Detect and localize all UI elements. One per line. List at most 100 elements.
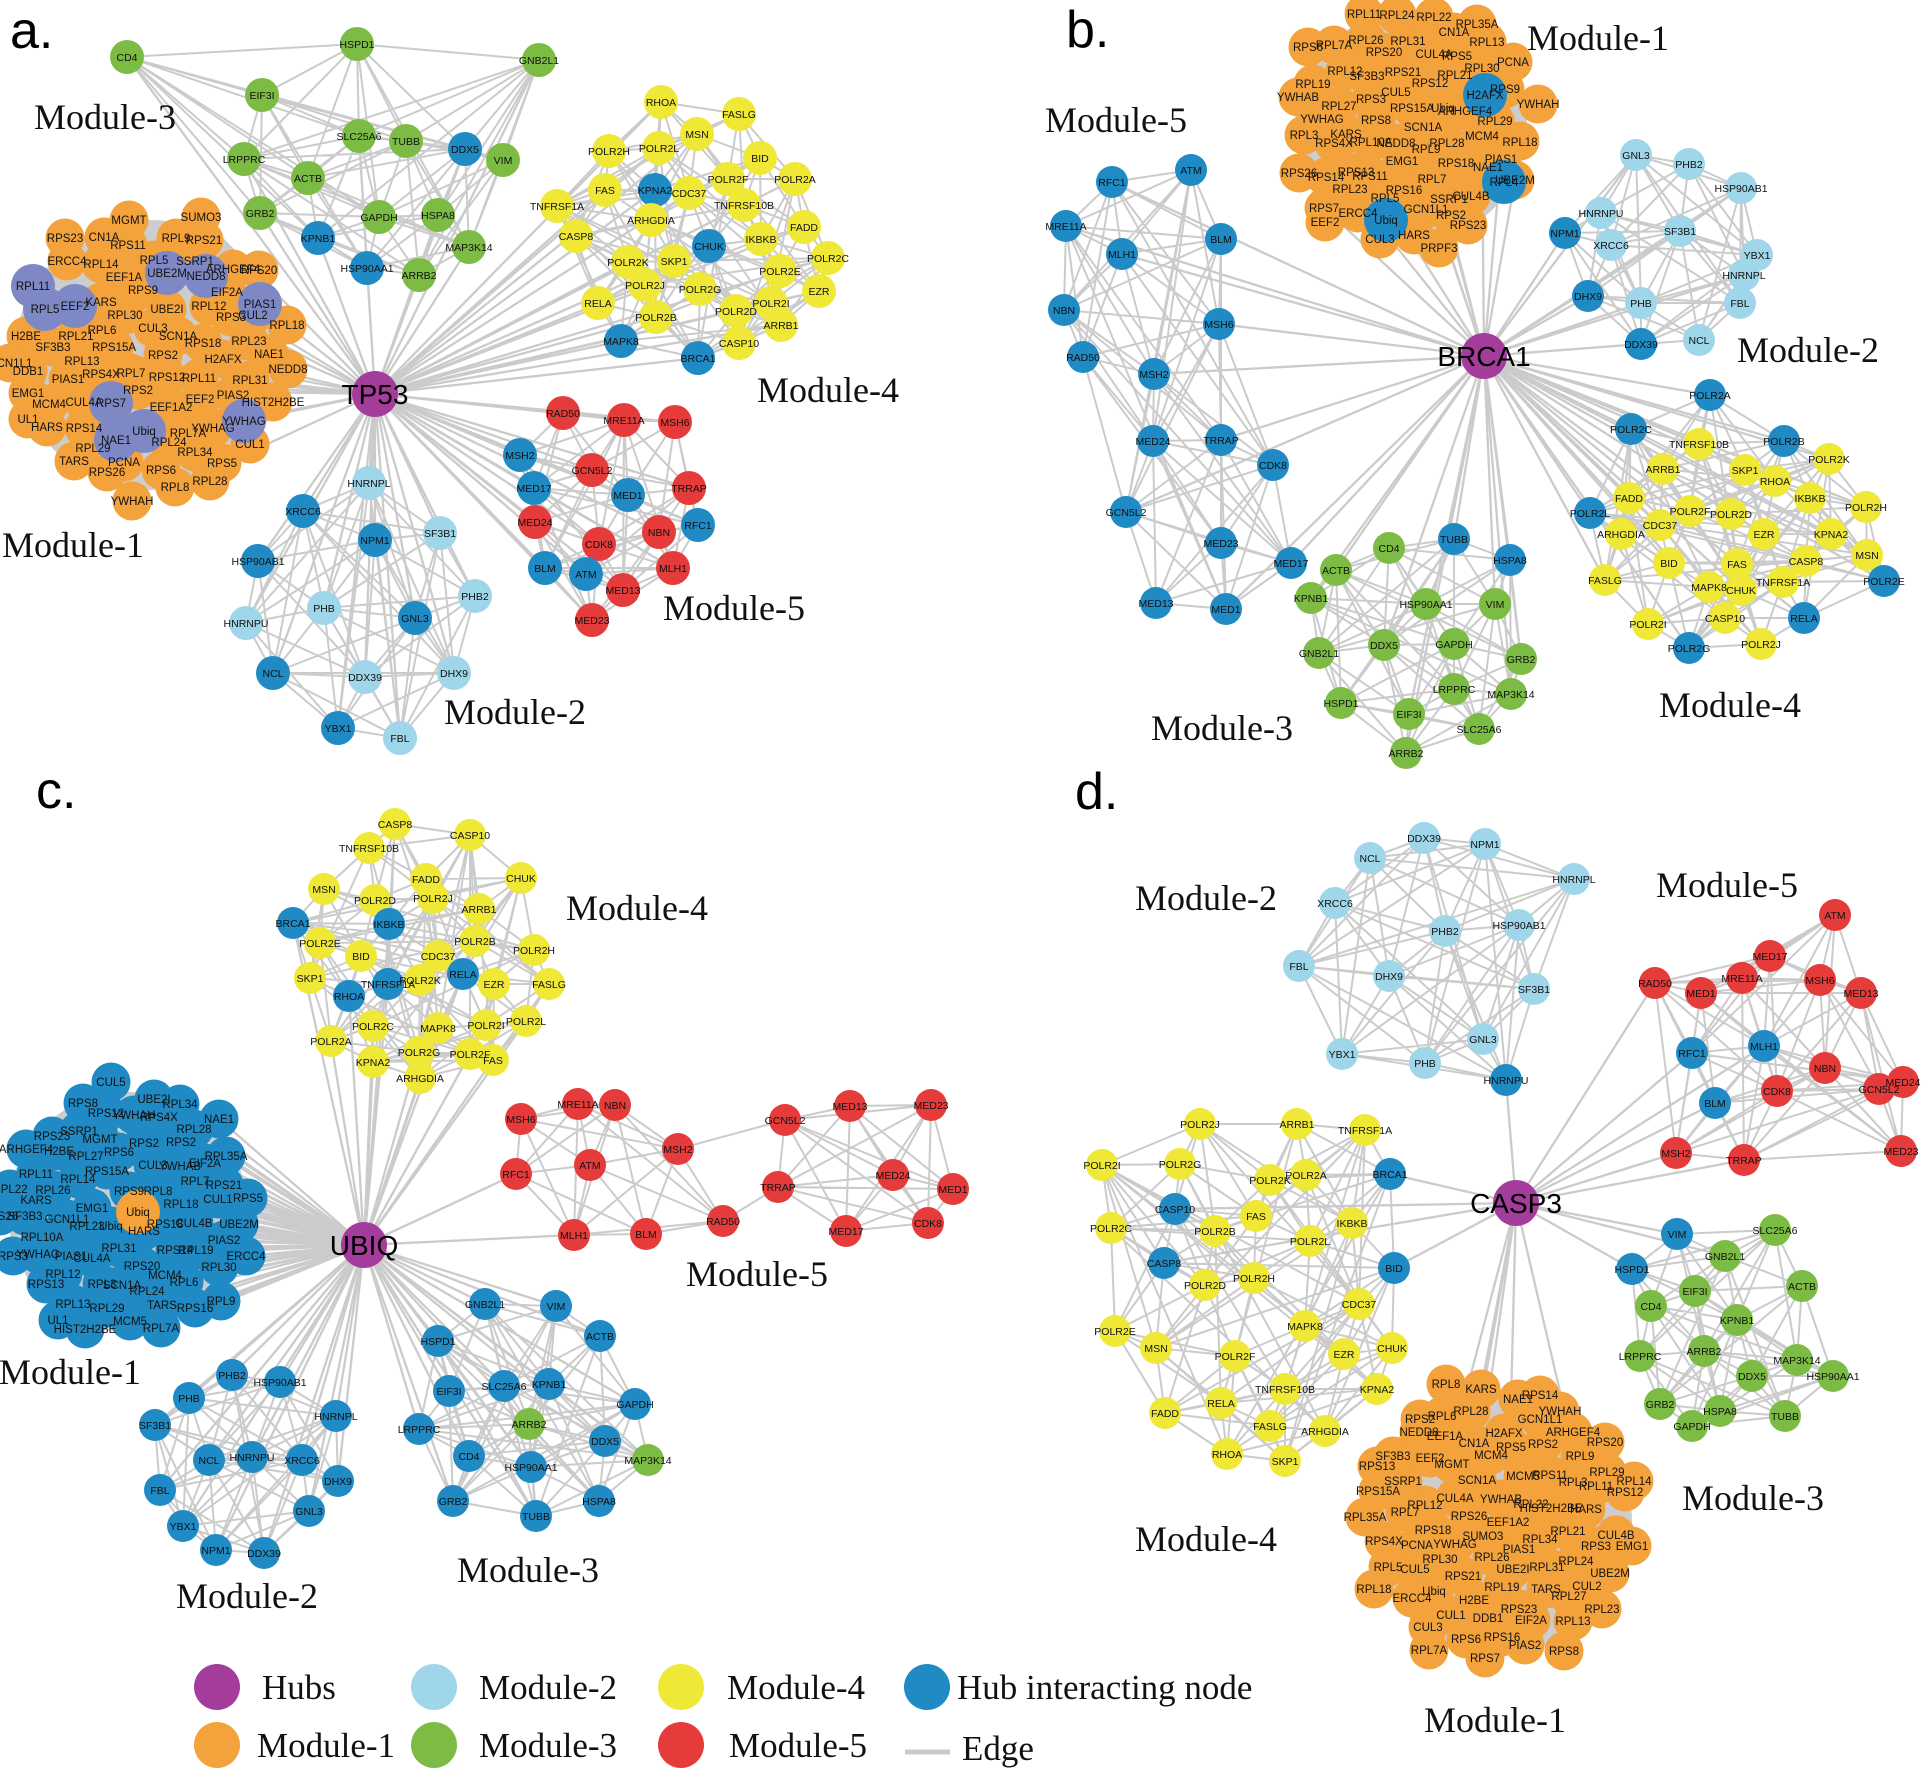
svg-text:RPS20: RPS20: [1366, 47, 1402, 59]
svg-text:RPS5: RPS5: [1442, 51, 1472, 63]
svg-text:POLR2K: POLR2K: [399, 975, 440, 987]
svg-text:CUL3: CUL3: [138, 1160, 167, 1172]
svg-text:MRE11A: MRE11A: [557, 1099, 598, 1111]
svg-text:YWHAB: YWHAB: [159, 1161, 202, 1173]
svg-text:FASLG: FASLG: [532, 979, 566, 991]
svg-text:CD4: CD4: [1640, 1301, 1661, 1313]
svg-text:RPS26: RPS26: [1451, 1511, 1487, 1523]
svg-text:RHOA: RHOA: [1760, 476, 1790, 488]
svg-text:RPL7A: RPL7A: [1411, 1645, 1448, 1657]
svg-text:MSH2: MSH2: [505, 450, 534, 462]
svg-text:GAPDH: GAPDH: [360, 212, 397, 224]
svg-text:H2AFX: H2AFX: [1466, 90, 1503, 102]
svg-text:EZR: EZR: [1334, 1349, 1355, 1361]
svg-text:CUL5: CUL5: [1400, 1564, 1429, 1576]
svg-text:RPL18: RPL18: [1356, 1584, 1391, 1596]
svg-text:POLR2A: POLR2A: [310, 1036, 351, 1048]
svg-text:MAP3K14: MAP3K14: [1773, 1355, 1820, 1367]
svg-text:VIM: VIM: [1486, 599, 1505, 611]
svg-text:RPL29: RPL29: [1477, 116, 1512, 128]
svg-text:HNRNPL: HNRNPL: [314, 1411, 357, 1423]
svg-text:POLR2C: POLR2C: [352, 1021, 394, 1033]
svg-text:NAE1: NAE1: [204, 1114, 234, 1126]
svg-text:RPS2: RPS2: [1405, 1414, 1435, 1426]
svg-text:MED23: MED23: [1203, 538, 1238, 550]
svg-text:RPL6: RPL6: [88, 325, 117, 337]
svg-text:RHOA: RHOA: [334, 991, 364, 1003]
svg-text:CHUK: CHUK: [1377, 1343, 1407, 1355]
svg-text:PIAS2: PIAS2: [217, 390, 250, 402]
svg-text:RPL21: RPL21: [1550, 1526, 1585, 1538]
svg-text:Module-1: Module-1: [257, 1726, 395, 1765]
svg-text:CUL4A: CUL4A: [1436, 1493, 1473, 1505]
svg-text:RPL26: RPL26: [1474, 1552, 1509, 1564]
svg-text:RPS2: RPS2: [1436, 210, 1466, 222]
svg-text:MCM4: MCM4: [148, 1270, 182, 1282]
svg-text:SKP1: SKP1: [1732, 465, 1759, 477]
svg-text:POLR2B: POLR2B: [635, 312, 676, 324]
svg-text:TARS: TARS: [1531, 1584, 1561, 1596]
svg-text:DDX5: DDX5: [1370, 640, 1398, 652]
svg-text:EEF1A2: EEF1A2: [1487, 1517, 1530, 1529]
svg-text:EEF1A: EEF1A: [106, 272, 143, 284]
svg-text:POLR2B: POLR2B: [1763, 436, 1804, 448]
svg-text:CN1A: CN1A: [1459, 1438, 1490, 1450]
svg-text:RPL19: RPL19: [1484, 1582, 1519, 1594]
svg-text:POLR2H: POLR2H: [513, 945, 555, 957]
svg-text:SF3B3: SF3B3: [35, 342, 70, 354]
svg-text:NCL: NCL: [198, 1455, 219, 1467]
svg-text:EMG1: EMG1: [12, 388, 45, 400]
svg-text:YWHAG: YWHAG: [222, 416, 266, 428]
svg-text:TRRAP: TRRAP: [1203, 435, 1239, 447]
svg-text:UBE2I: UBE2I: [1496, 1564, 1529, 1576]
svg-text:CDK8: CDK8: [585, 539, 613, 551]
svg-text:RPS4X: RPS4X: [1315, 138, 1353, 150]
svg-text:GNB2L1: GNB2L1: [519, 55, 559, 67]
svg-text:RPL5: RPL5: [140, 255, 169, 267]
svg-text:RPS11: RPS11: [1532, 1470, 1568, 1482]
svg-text:GCN1L1: GCN1L1: [45, 1214, 90, 1226]
svg-text:RPS13: RPS13: [1338, 167, 1374, 179]
svg-text:RPL22: RPL22: [1513, 1499, 1548, 1511]
svg-text:DDX5: DDX5: [1738, 1371, 1766, 1383]
svg-text:SCN1A: SCN1A: [159, 331, 198, 343]
svg-text:MED24: MED24: [1135, 436, 1170, 448]
svg-text:RELA: RELA: [449, 969, 476, 981]
svg-text:RPL9: RPL9: [1566, 1451, 1595, 1463]
svg-text:RPL28: RPL28: [1429, 138, 1464, 150]
svg-text:POLR2E: POLR2E: [1863, 576, 1904, 588]
svg-text:PCNA: PCNA: [108, 457, 140, 469]
svg-text:KARS: KARS: [1330, 129, 1362, 141]
svg-text:SF3B1: SF3B1: [424, 528, 456, 540]
svg-text:RPS14: RPS14: [66, 423, 103, 435]
svg-text:RPL8: RPL8: [144, 1186, 173, 1198]
svg-text:ARRB1: ARRB1: [763, 320, 798, 332]
svg-text:SLC25A6: SLC25A6: [337, 131, 382, 143]
svg-text:BLM: BLM: [635, 1229, 657, 1241]
svg-text:RPL7A: RPL7A: [143, 1323, 180, 1335]
svg-text:RPL24: RPL24: [151, 437, 187, 449]
svg-text:PHB: PHB: [313, 603, 335, 615]
svg-text:SUMO3: SUMO3: [181, 212, 222, 224]
svg-text:CASP10: CASP10: [1155, 1204, 1195, 1216]
svg-text:ARRB1: ARRB1: [1645, 464, 1680, 476]
svg-text:RPS13: RPS13: [1359, 1461, 1395, 1473]
svg-text:CUL3: CUL3: [1365, 234, 1394, 246]
svg-text:RPS7: RPS7: [96, 398, 126, 410]
svg-text:RPL13: RPL13: [1469, 37, 1504, 49]
svg-text:RPL11: RPL11: [19, 1169, 53, 1181]
svg-text:CUL1: CUL1: [203, 1194, 232, 1206]
svg-text:FADD: FADD: [790, 222, 818, 234]
svg-text:TP53: TP53: [342, 379, 409, 410]
svg-text:RPS8: RPS8: [1549, 1646, 1579, 1658]
svg-text:GCN1L1: GCN1L1: [1404, 204, 1449, 216]
svg-text:SLC25A6: SLC25A6: [482, 1381, 527, 1393]
svg-text:UBE2I: UBE2I: [150, 304, 183, 316]
svg-text:MED23: MED23: [1883, 1146, 1918, 1158]
svg-text:RPS13: RPS13: [28, 1279, 64, 1291]
svg-text:CN1A: CN1A: [89, 232, 120, 244]
svg-text:POLR2G: POLR2G: [1668, 643, 1711, 655]
svg-text:RPL13: RPL13: [64, 356, 99, 368]
svg-text:MSH6: MSH6: [1204, 319, 1233, 331]
svg-text:POLR2G: POLR2G: [679, 284, 722, 296]
